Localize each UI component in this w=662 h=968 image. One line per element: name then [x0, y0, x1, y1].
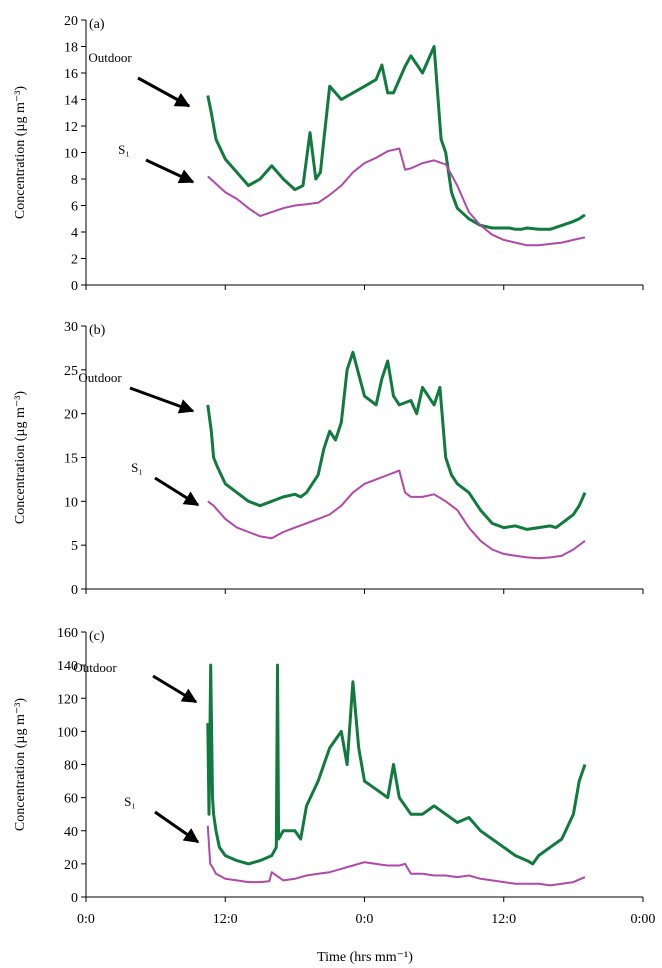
series-line-outdoor — [206, 350, 587, 531]
series-line-outdoor — [206, 45, 586, 231]
y-tick-label: 0 — [71, 891, 78, 906]
annotation-outdoor: Outdoor — [78, 370, 122, 385]
annotation-arrow-outdoor — [129, 386, 195, 414]
panel-label: (a) — [89, 17, 105, 32]
y-axis-title: Concentration (µg m⁻³) — [13, 391, 28, 525]
series-line-outdoor — [206, 663, 587, 866]
annotation-s1: S₁ — [131, 460, 143, 475]
annotation-arrow-outdoor — [137, 76, 191, 108]
y-tick-label: 16 — [64, 67, 78, 82]
y-tick-label: 18 — [64, 41, 78, 56]
y-tick-label: 0 — [71, 279, 78, 294]
series-line-s1 — [207, 469, 586, 560]
annotation-arrow-outdoor — [152, 674, 198, 704]
x-tick-label: 0:00 — [631, 912, 656, 927]
panel-a: 0 2 4 6 8 10 12 14 16 18 20 (a) Concentration (µg m⁻… — [13, 14, 644, 294]
x-tick-label: 0:0 — [77, 912, 95, 927]
y-tick-label: 4 — [71, 226, 78, 241]
y-tick-label: 20 — [64, 14, 78, 29]
annotation-s1: S₁ — [124, 794, 136, 809]
y-tick-label: 60 — [64, 792, 78, 807]
annotation-s1: S₁ — [118, 142, 130, 157]
y-tick-label: 12 — [64, 120, 78, 135]
y-tick-label: 10 — [64, 147, 78, 162]
annotation-arrow-s1 — [154, 810, 200, 844]
y-tick-label: 10 — [64, 495, 78, 510]
series-line-s1 — [206, 825, 586, 887]
x-axis-title: Time (hrs mm⁻¹) — [317, 950, 413, 965]
y-axis-title: Concentration (µg m⁻³) — [13, 698, 28, 832]
y-tick-label: 40 — [64, 825, 78, 840]
y-tick-label: 100 — [57, 725, 78, 740]
x-tick-label: 12:0 — [213, 912, 238, 927]
panel-c: 0 20 40 60 80 100 120 140 160 0:0 12:0 0:0 12:0 0:00 (… — [13, 626, 655, 927]
y-tick-label: 25 — [64, 364, 78, 379]
y-tick-label: 30 — [64, 320, 78, 335]
annotation-arrow-s1 — [154, 476, 200, 507]
y-axis-title: Concentration (µg m⁻³) — [13, 86, 28, 220]
y-tick-label: 14 — [64, 94, 78, 109]
y-tick-label: 8 — [71, 173, 78, 188]
y-tick-label: 2 — [71, 253, 78, 268]
y-tick-label: 20 — [64, 858, 78, 873]
y-tick-label: 5 — [71, 539, 78, 554]
y-tick-label: 160 — [57, 626, 78, 641]
x-tick-label: 0:0 — [356, 912, 374, 927]
y-tick-label: 15 — [64, 452, 78, 467]
series-line-s1 — [207, 147, 586, 247]
annotation-outdoor: Outdoor — [73, 660, 117, 675]
y-tick-label: 6 — [71, 200, 78, 215]
y-tick-label: 120 — [57, 692, 78, 707]
panel-label: (b) — [89, 323, 106, 338]
panel-label: (c) — [89, 629, 105, 644]
y-tick-label: 0 — [71, 583, 78, 598]
y-tick-label: 20 — [64, 408, 78, 423]
y-tick-label: 140 — [57, 659, 78, 674]
x-tick-label: 12:0 — [491, 912, 516, 927]
y-tick-label: 80 — [64, 759, 78, 774]
panel-b: 0 5 10 15 20 25 30 (b) Concentration (µg m⁻³) Out… — [13, 320, 644, 598]
annotation-outdoor: Outdoor — [88, 50, 132, 65]
annotation-arrow-s1 — [145, 158, 195, 184]
